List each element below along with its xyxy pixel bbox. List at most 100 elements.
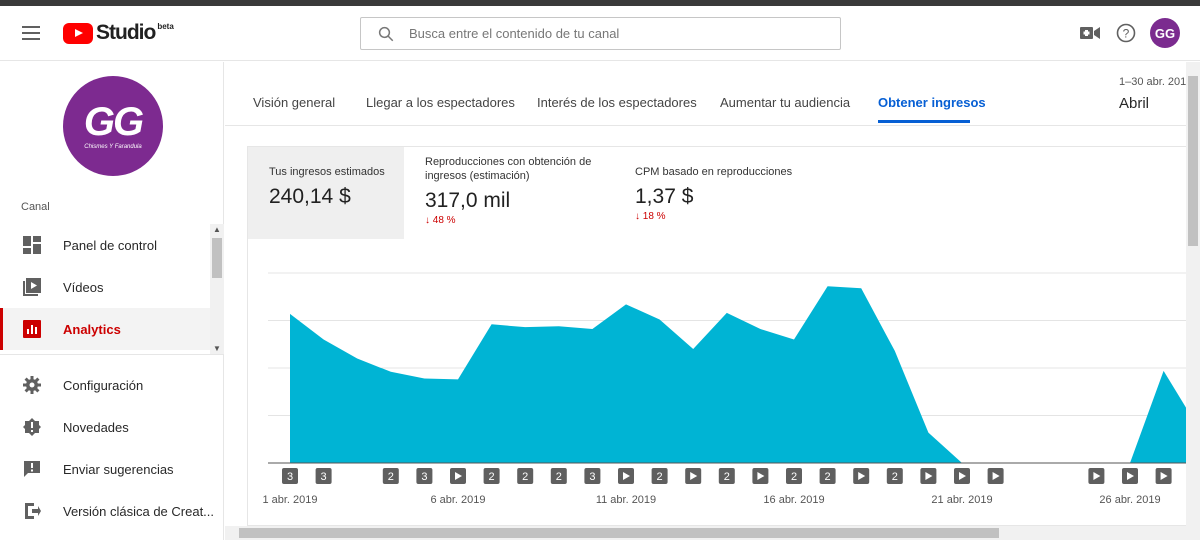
metric-title: Reproducciones con obtención de ingresos… xyxy=(425,156,592,182)
sidebar-item-label: Analytics xyxy=(63,321,121,337)
metric-estimated-revenue[interactable]: Tus ingresos estimados 240,14 $ xyxy=(248,147,404,239)
video-marker-icon[interactable] xyxy=(1155,468,1172,484)
metric-playback-cpm[interactable]: CPM basado en reproducciones 1,37 $ ↓ 18… xyxy=(614,147,814,239)
svg-text:3: 3 xyxy=(287,471,293,483)
revenue-card: Tus ingresos estimados 240,14 $ Reproduc… xyxy=(247,146,1187,526)
video-count-marker[interactable]: 3 xyxy=(416,468,433,484)
video-marker-icon[interactable] xyxy=(920,468,937,484)
metric-change: ↓ 18 % xyxy=(635,211,666,222)
analytics-tabs: Visión general Llegar a los espectadores… xyxy=(225,62,1200,126)
x-tick-label: 1 abr. 2019 xyxy=(262,494,317,506)
search-box[interactable] xyxy=(360,17,841,50)
video-marker-icon[interactable] xyxy=(752,468,769,484)
metric-value: 240,14 $ xyxy=(269,185,351,208)
video-count-marker[interactable]: 2 xyxy=(483,468,500,484)
video-count-marker[interactable]: 3 xyxy=(282,468,298,484)
date-range[interactable]: 1–30 abr. 2019 xyxy=(1119,76,1193,88)
metric-value: 317,0 mil xyxy=(425,189,511,212)
video-marker-icon[interactable] xyxy=(954,468,970,484)
video-count-marker[interactable]: 2 xyxy=(786,468,802,484)
tab-reach[interactable]: Llegar a los espectadores xyxy=(366,95,515,110)
sidebar-scroll-thumb[interactable] xyxy=(212,238,222,278)
video-marker-icon[interactable] xyxy=(618,468,634,484)
tab-revenue[interactable]: Obtener ingresos xyxy=(878,95,986,110)
sidebar-item-label: Panel de control xyxy=(63,237,157,253)
account-avatar[interactable]: GG xyxy=(1150,18,1180,48)
svg-text:2: 2 xyxy=(522,471,528,483)
video-marker-icon[interactable] xyxy=(1122,468,1138,484)
sidebar-secondary-nav: Configuración Novedades Enviar sugerenci… xyxy=(0,364,224,532)
video-count-marker[interactable]: 2 xyxy=(886,468,903,484)
tab-audience[interactable]: Aumentar tu audiencia xyxy=(720,95,851,110)
sidebar-item-settings[interactable]: Configuración xyxy=(0,364,224,406)
logo-text: Studio xyxy=(96,21,156,44)
videos-icon xyxy=(22,277,42,297)
svg-text:3: 3 xyxy=(421,471,427,483)
svg-text:3: 3 xyxy=(321,471,327,483)
svg-text:2: 2 xyxy=(556,471,562,483)
metric-monetized-playbacks[interactable]: Reproducciones con obtención de ingresos… xyxy=(404,147,614,239)
sidebar-scrollbar[interactable]: ▲ ▼ xyxy=(210,224,224,354)
top-bar: Studio beta ? GG xyxy=(0,6,1200,61)
feedback-icon xyxy=(22,459,42,479)
channel-avatar[interactable]: GG Chismes Y Farandula xyxy=(63,76,163,176)
vertical-scroll-thumb[interactable] xyxy=(1188,76,1198,246)
sidebar-item-dashboard[interactable]: Panel de control xyxy=(0,224,210,266)
header-actions: ? GG xyxy=(1066,17,1180,49)
create-video-icon[interactable] xyxy=(1078,21,1102,45)
x-tick-label: 6 abr. 2019 xyxy=(430,494,485,506)
sidebar-item-videos[interactable]: Vídeos xyxy=(0,266,210,308)
sidebar-divider xyxy=(0,354,224,355)
youtube-play-icon xyxy=(63,22,93,44)
sidebar-item-classic-studio[interactable]: Versión clásica de Creat... xyxy=(0,490,224,532)
video-count-marker[interactable]: 2 xyxy=(718,468,735,484)
video-count-marker[interactable]: 2 xyxy=(517,468,534,484)
browser-strip xyxy=(0,0,1200,6)
horizontal-scroll-thumb[interactable] xyxy=(239,528,999,538)
metric-title: CPM basado en reproducciones xyxy=(635,166,793,178)
page-horizontal-scrollbar[interactable] xyxy=(225,526,1200,540)
search-icon xyxy=(378,26,394,41)
video-count-marker[interactable]: 2 xyxy=(651,468,668,484)
video-count-marker[interactable]: 3 xyxy=(584,468,601,484)
analytics-icon xyxy=(22,319,42,339)
classic-icon xyxy=(22,501,42,521)
sidebar-item-label: Configuración xyxy=(63,377,144,393)
search-input[interactable] xyxy=(409,26,809,41)
channel-initials: GG xyxy=(83,100,144,144)
date-month[interactable]: Abril xyxy=(1119,95,1150,112)
metric-change: ↓ 48 % xyxy=(425,215,456,226)
video-count-marker[interactable]: 2 xyxy=(819,468,836,484)
svg-text:?: ? xyxy=(1123,27,1130,41)
metric-value: 1,37 $ xyxy=(635,185,694,208)
video-marker-icon[interactable] xyxy=(1088,468,1105,484)
sidebar: GG Chismes Y Farandula Canal Panel de co… xyxy=(0,62,224,540)
sidebar-item-label: Enviar sugerencias xyxy=(63,461,174,477)
page-vertical-scrollbar[interactable] xyxy=(1186,62,1200,526)
sidebar-nav: Panel de control Vídeos Analytics xyxy=(0,224,210,350)
svg-text:2: 2 xyxy=(892,471,898,483)
help-icon[interactable]: ? xyxy=(1114,21,1138,45)
logo-beta: beta xyxy=(157,22,174,31)
video-marker-icon[interactable] xyxy=(450,468,466,484)
video-count-marker[interactable]: 2 xyxy=(382,468,399,484)
menu-icon[interactable] xyxy=(22,26,40,40)
video-marker-icon[interactable] xyxy=(685,468,702,484)
channel-tagline: Chismes Y Farandula xyxy=(84,144,142,150)
chart-area-series xyxy=(1130,370,1186,463)
tab-overview[interactable]: Visión general xyxy=(253,95,336,110)
scroll-down-icon[interactable]: ▼ xyxy=(213,344,221,353)
video-count-marker[interactable]: 3 xyxy=(315,468,332,484)
video-marker-icon[interactable] xyxy=(987,468,1004,484)
svg-text:2: 2 xyxy=(657,471,663,483)
video-count-marker[interactable]: 2 xyxy=(550,468,567,484)
tab-interest[interactable]: Interés de los espectadores xyxy=(537,95,697,110)
scroll-up-icon[interactable]: ▲ xyxy=(213,225,221,234)
studio-logo[interactable]: Studio beta xyxy=(63,20,174,46)
video-marker-icon[interactable] xyxy=(853,468,870,484)
x-tick-label: 21 abr. 2019 xyxy=(931,494,992,506)
sidebar-item-analytics[interactable]: Analytics xyxy=(0,308,210,350)
sidebar-item-feedback[interactable]: Enviar sugerencias xyxy=(0,448,224,490)
sidebar-item-news[interactable]: Novedades xyxy=(0,406,224,448)
x-tick-label: 26 abr. 2019 xyxy=(1099,494,1160,506)
